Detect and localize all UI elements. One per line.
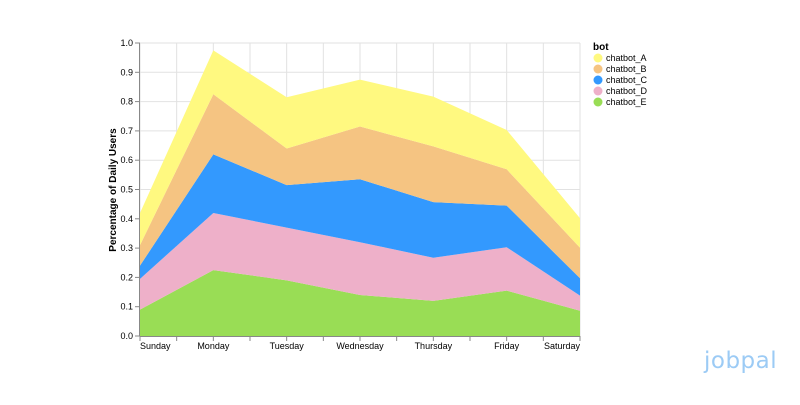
y-tick-label: 0.0 xyxy=(120,331,133,341)
x-tick-label: Monday xyxy=(197,341,230,351)
y-tick-label: 0.6 xyxy=(120,155,133,165)
legend-label: chatbot_B xyxy=(606,64,647,74)
legend-item-chatbot-d: chatbot_D xyxy=(593,86,648,96)
area-chatbot-c xyxy=(140,154,580,296)
legend-item-chatbot-c: chatbot_C xyxy=(593,75,648,85)
legend-swatch xyxy=(593,75,603,85)
y-tick-label: 0.8 xyxy=(120,97,133,107)
axes: 0.0 0.1 0.2 0.3 0.4 0.5 0.6 0.7 0.8 0.9 1.0 Sunday M… xyxy=(120,38,581,351)
x-tick-label: Saturday xyxy=(544,341,581,351)
legend-label: chatbot_D xyxy=(606,86,648,96)
y-tick-label: 0.4 xyxy=(120,214,133,224)
x-tick-label: Tuesday xyxy=(270,341,305,351)
legend: bot chatbot_Achatbot_Bchatbot_Cchatbot_D… xyxy=(593,42,648,107)
legend-item-chatbot-e: chatbot_E xyxy=(593,97,647,107)
legend-title: bot xyxy=(593,42,609,53)
legend-swatch xyxy=(593,86,603,96)
legend-swatch xyxy=(593,97,603,107)
area-chatbot-d xyxy=(140,212,580,311)
legend-item-chatbot-a: chatbot_A xyxy=(593,53,647,63)
legend-label: chatbot_C xyxy=(606,75,648,85)
area-chatbot-e xyxy=(140,270,580,336)
y-tick-label: 0.9 xyxy=(120,67,133,77)
legend-swatch xyxy=(593,53,603,63)
legend-label: chatbot_A xyxy=(606,53,647,63)
legend-swatch xyxy=(593,64,603,74)
x-tick-label: Thursday xyxy=(415,341,453,351)
y-tick-label: 0.7 xyxy=(120,126,133,136)
areas xyxy=(140,50,580,336)
legend-item-chatbot-b: chatbot_B xyxy=(593,64,647,74)
x-tick-label: Wednesday xyxy=(336,341,384,351)
y-tick-label: 0.3 xyxy=(120,243,133,253)
area-chatbot-a xyxy=(140,50,580,248)
x-tick-label: Friday xyxy=(494,341,520,351)
y-axis-title: Percentage of Daily Users xyxy=(108,128,119,252)
y-tick-label: 0.5 xyxy=(120,185,133,195)
jobpal-logo: jobpal xyxy=(704,348,778,374)
y-tick-label: 0.1 xyxy=(120,302,133,312)
area-chatbot-b xyxy=(140,94,580,279)
x-tick-label: Sunday xyxy=(140,341,171,351)
legend-label: chatbot_E xyxy=(606,97,647,107)
y-tick-label: 1.0 xyxy=(120,38,133,48)
y-tick-label: 0.2 xyxy=(120,272,133,282)
